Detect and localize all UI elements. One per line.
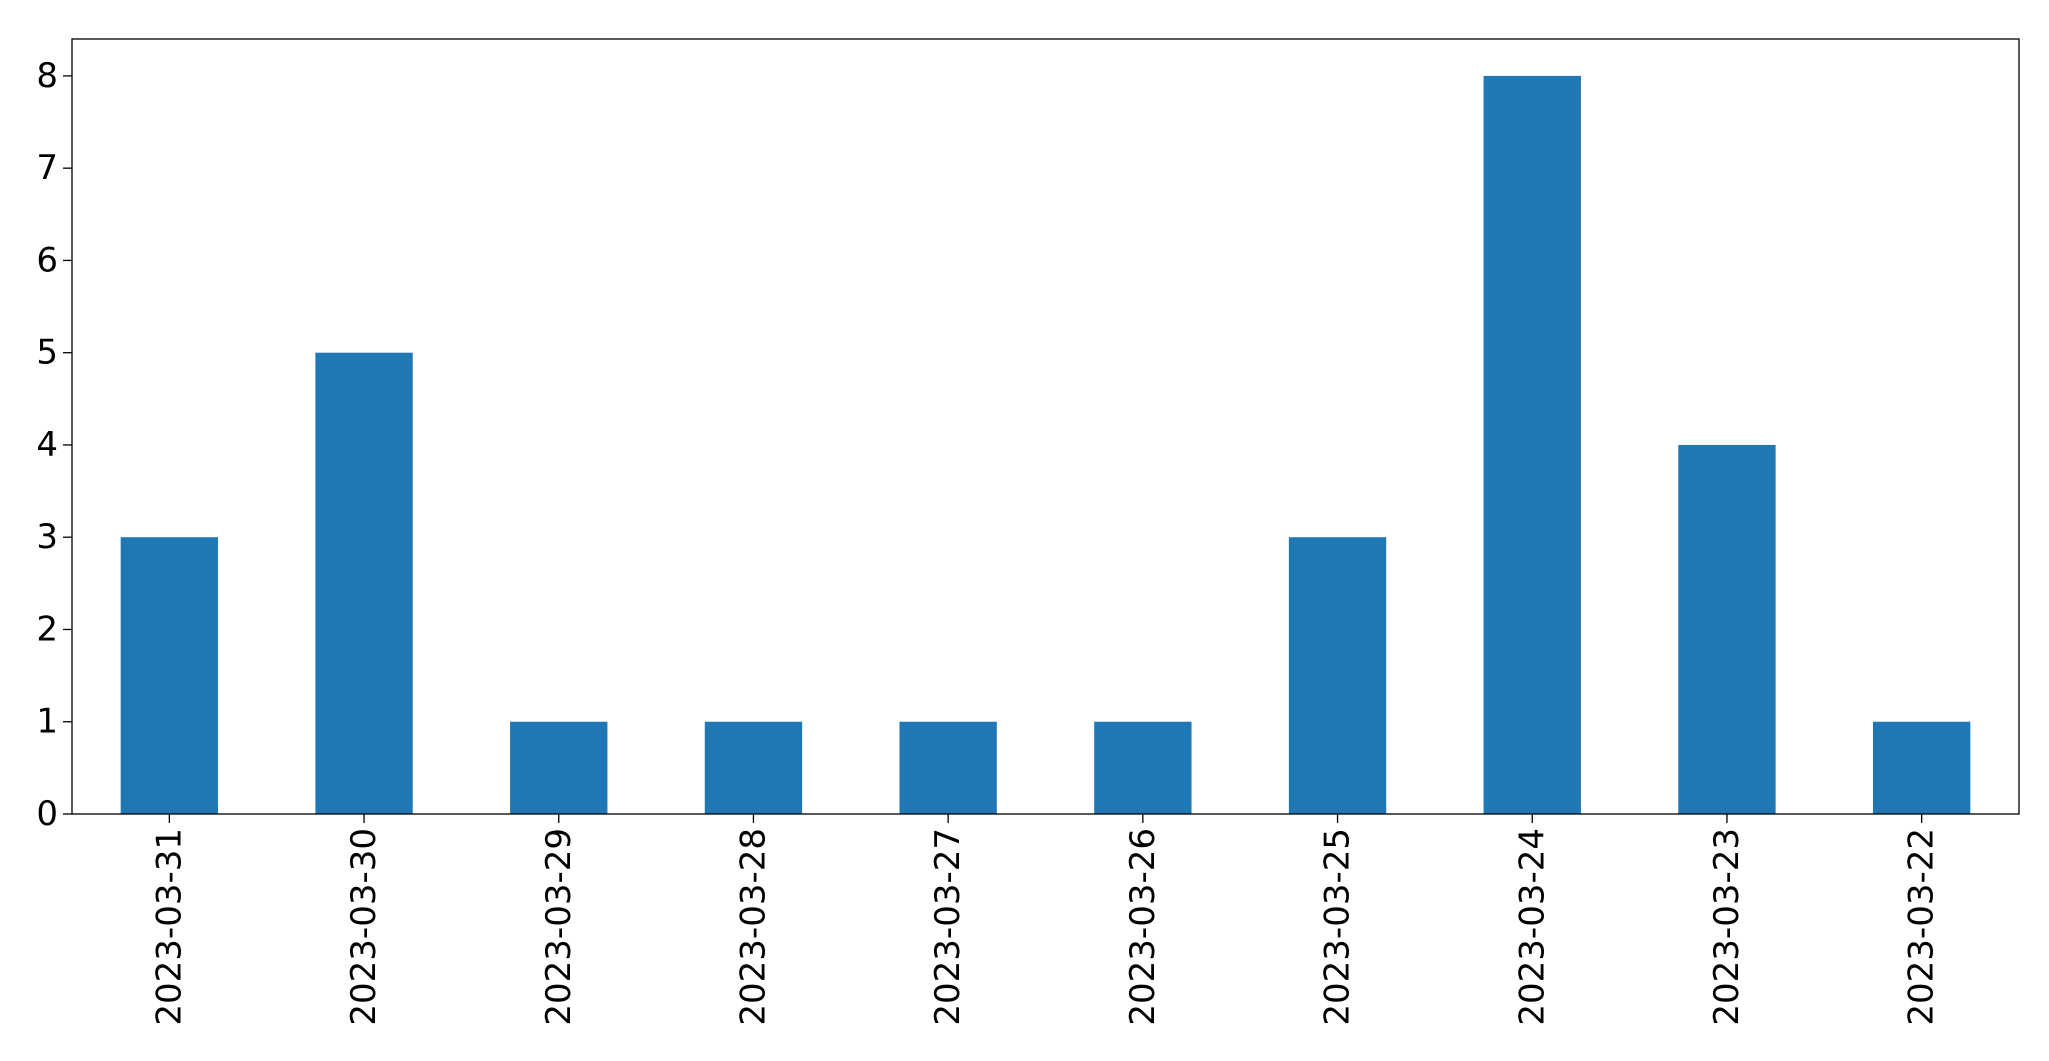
y-tick-label: 5 (36, 333, 58, 373)
x-tick-label: 2023-03-26 (1123, 828, 1163, 1026)
y-tick-label: 0 (36, 794, 58, 834)
bar (510, 721, 608, 814)
x-tick-label: 2023-03-31 (149, 828, 189, 1026)
bar (704, 721, 803, 814)
plot-frame (71, 38, 2020, 815)
y-tick-label: 1 (36, 702, 58, 742)
x-tick-label: 2023-03-30 (344, 828, 384, 1026)
y-tick-label: 4 (36, 425, 58, 465)
bar (1678, 444, 1776, 814)
y-tick-label: 6 (36, 240, 58, 280)
y-tick-label: 3 (36, 517, 58, 557)
bar (1483, 75, 1581, 814)
x-tick-label: 2023-03-28 (733, 828, 773, 1026)
x-tick-label: 2023-03-29 (539, 828, 579, 1026)
y-tick-label: 7 (36, 148, 58, 188)
x-tick-label: 2023-03-22 (1902, 828, 1942, 1026)
x-tick-label: 2023-03-27 (928, 828, 968, 1026)
x-tick-label: 2023-03-24 (1512, 828, 1552, 1026)
y-tick-label: 2 (36, 609, 58, 649)
y-tick-label: 8 (36, 56, 58, 96)
bar (899, 721, 997, 814)
bar (1288, 537, 1387, 814)
bar (120, 537, 219, 814)
bar (1872, 721, 1971, 814)
bar (1094, 721, 1192, 814)
x-tick-label: 2023-03-23 (1707, 828, 1747, 1026)
x-tick-label: 2023-03-25 (1318, 828, 1358, 1026)
bar (315, 352, 413, 814)
